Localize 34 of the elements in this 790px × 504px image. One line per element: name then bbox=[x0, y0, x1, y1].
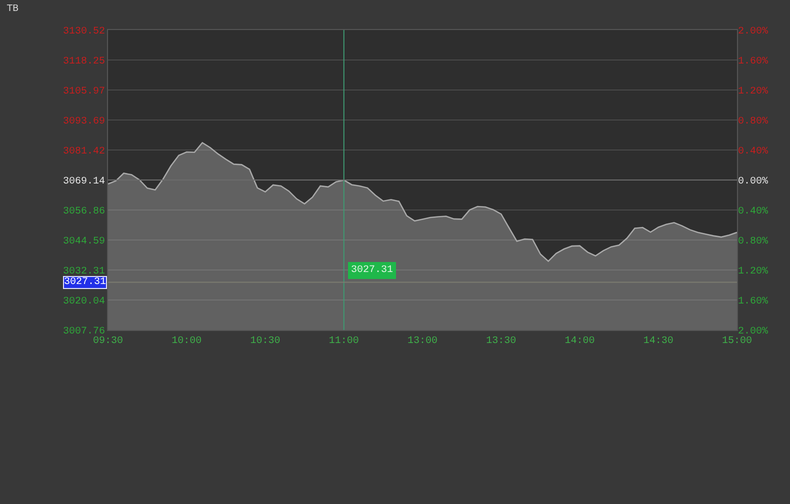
y2-tick-label: 0.00% bbox=[738, 176, 768, 188]
y2-tick-label: 0.40% bbox=[738, 146, 768, 158]
y2-tick-label: 2.00% bbox=[738, 26, 768, 38]
y2-tick-label: 1.20% bbox=[738, 86, 768, 98]
y-tick-label: 3032.31 bbox=[62, 266, 105, 278]
y-tick-label: 3093.69 bbox=[62, 116, 105, 128]
y2-tick-label: 1.60% bbox=[738, 296, 768, 308]
x-tick-label: 14:30 bbox=[643, 336, 674, 347]
x-tick-label: 14:00 bbox=[564, 336, 595, 347]
y2-tick-label: 0.80% bbox=[738, 116, 768, 128]
y-tick-label: 3069.14 bbox=[62, 176, 105, 188]
y-tick-label: 3020.04 bbox=[62, 296, 105, 308]
y-tick-label: 3130.52 bbox=[62, 26, 105, 38]
x-tick-label: 13:30 bbox=[486, 336, 516, 347]
x-tick-label: 15:00 bbox=[722, 336, 752, 347]
y-tick-label: 3081.42 bbox=[62, 146, 105, 158]
ref-line-label: 3027.31 bbox=[64, 277, 106, 288]
y-tick-label: 3044.59 bbox=[62, 236, 105, 248]
y2-tick-label: 0.40% bbox=[738, 206, 768, 218]
y-tick-label: 3056.86 bbox=[62, 206, 105, 218]
x-tick-label: 10:00 bbox=[172, 336, 202, 347]
y-tick-label: 3007.76 bbox=[62, 326, 105, 338]
x-tick-label: 11:00 bbox=[328, 336, 359, 347]
y2-tick-label: 1.20% bbox=[738, 266, 768, 278]
x-tick-label: 09:30 bbox=[92, 336, 124, 347]
x-tick-label: 13:00 bbox=[407, 336, 438, 347]
text: 3027.31 bbox=[351, 265, 394, 276]
y-tick-label: 3118.25 bbox=[62, 56, 105, 68]
text: TB bbox=[6, 4, 19, 14]
y2-tick-label: 1.60% bbox=[738, 56, 768, 68]
x-tick-label: 10:30 bbox=[250, 336, 280, 347]
y-tick-label: 3105.97 bbox=[62, 86, 105, 98]
y2-tick-label: 0.80% bbox=[738, 236, 768, 248]
y2-tick-label: 2.00% bbox=[738, 326, 768, 338]
